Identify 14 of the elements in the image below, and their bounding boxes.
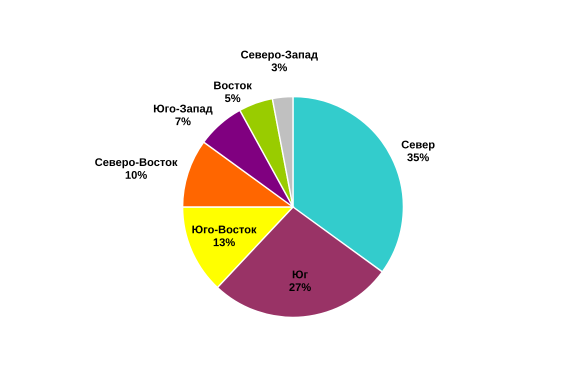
data-label: 7%: [175, 117, 191, 126]
slice-label: Юго-Запад: [154, 104, 212, 115]
data-label: 35%: [407, 153, 429, 162]
slice-label: Северо-Запад: [241, 50, 318, 61]
slice-label: Северо-Восток: [95, 158, 178, 168]
data-label: 3%: [272, 63, 288, 72]
slice-label: Север: [402, 140, 435, 151]
slice-label: Юго-Восток: [192, 226, 257, 234]
data-label: 13%: [214, 238, 235, 246]
data-label: 10%: [126, 170, 147, 179]
data-label: 27%: [289, 283, 311, 292]
data-label: 5%: [224, 94, 240, 102]
slice-label: Юг: [292, 270, 308, 278]
slice-label: Восток: [214, 82, 252, 90]
